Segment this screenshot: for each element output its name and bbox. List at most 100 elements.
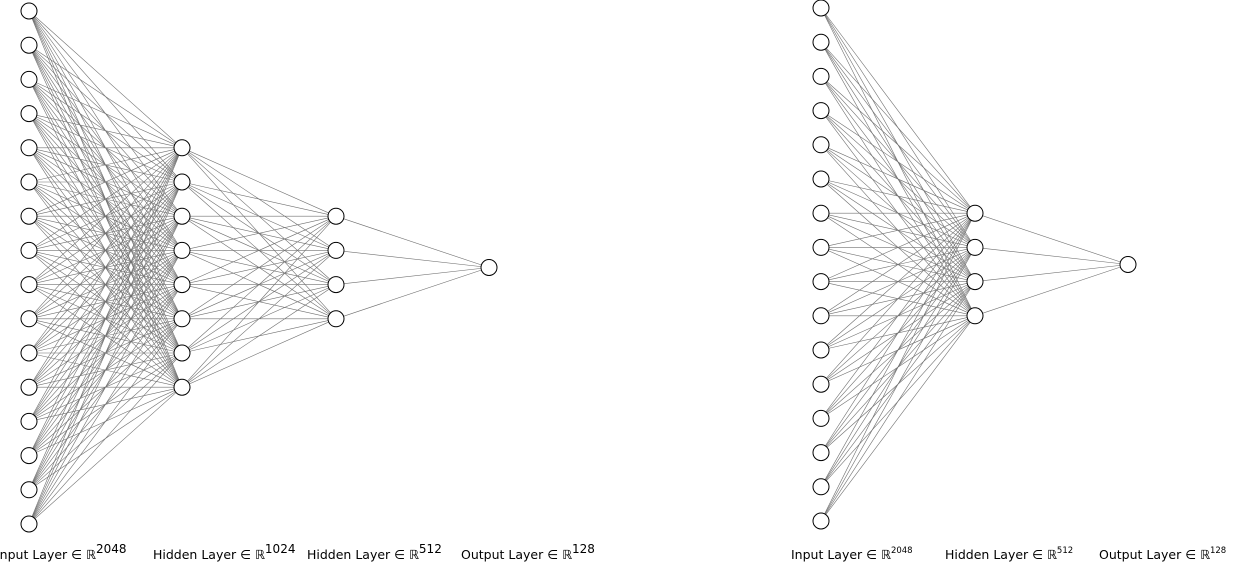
- net2-edge-l0-13-0: [820, 213, 976, 453]
- net1-edge-l1-7-3: [181, 318, 337, 388]
- net1-edge-l0-15-3: [28, 250, 183, 525]
- net1-layer2-neuron-0: [327, 207, 345, 225]
- net1-hidden-layer-2-label: Hidden Layer ∈ ℝ512: [307, 542, 442, 562]
- net2-output-layer-label: Output Layer ∈ ℝ128: [1099, 546, 1227, 562]
- net1-layer0-neuron-11: [20, 378, 38, 396]
- net1-edge-l1-7-2: [181, 284, 337, 388]
- net1-layer1-neuron-7: [173, 378, 191, 396]
- net1-edge-l0-15-7: [28, 386, 183, 525]
- net2-edge-l0-2-0: [820, 76, 976, 214]
- net2-nodes: [812, 0, 1137, 530]
- net2-layer0-neuron-1: [812, 33, 830, 51]
- net1-layer0-neuron-1: [20, 36, 38, 54]
- net1-layer1-neuron-3: [173, 241, 191, 259]
- net1-output-layer-label: Output Layer ∈ ℝ128: [461, 542, 595, 562]
- net2-layer0-neuron-2: [812, 67, 830, 85]
- net2-layer0-neuron-9: [812, 307, 830, 325]
- net2-layer1-neuron-0: [966, 204, 984, 222]
- net2-hidden-layer-label: Hidden Layer ∈ ℝ512: [945, 546, 1074, 562]
- net1-layer1-neuron-6: [173, 344, 191, 362]
- net2-layer0-neuron-10: [812, 341, 830, 359]
- net1-nodes: [20, 2, 498, 533]
- net1-edge-l0-9-0: [28, 147, 183, 320]
- net1-edge-l0-15-2: [28, 216, 183, 525]
- net2-edges: [820, 7, 1129, 522]
- net1-layer0-neuron-7: [20, 241, 38, 259]
- net1-layer1-neuron-1: [173, 173, 191, 191]
- net2-layer2-neuron-0: [1119, 256, 1137, 273]
- net1-edge-l0-12-0: [28, 147, 183, 422]
- net2-edge-l0-0-0: [820, 7, 976, 214]
- net1-hidden-layer-1-label: Hidden Layer ∈ ℝ1024: [153, 542, 296, 562]
- net1-edge-l2-1-0: [335, 250, 490, 268]
- net1-layer3-neuron-0: [480, 259, 498, 276]
- net2-edge-l0-15-2: [820, 281, 976, 522]
- net1-edge-l1-0-0: [181, 147, 337, 217]
- net2-edge-l0-7-0: [820, 212, 976, 248]
- net1-edge-l0-7-0: [28, 147, 183, 251]
- net2-layer0-neuron-0: [812, 0, 830, 17]
- net2-edge-l0-3-0: [820, 110, 976, 214]
- net2-layer0-neuron-8: [812, 273, 830, 291]
- net1-edge-l0-15-1: [28, 181, 183, 525]
- net2-edge-l1-3-0: [974, 264, 1129, 317]
- net1-edge-l0-3-0: [28, 113, 183, 149]
- net1-edge-l0-15-5: [28, 318, 183, 525]
- net1-edge-l0-15-6: [28, 352, 183, 525]
- net1-layer2-neuron-1: [327, 241, 345, 259]
- net1-edge-l0-8-0: [28, 147, 183, 285]
- net2-edge-l0-1-0: [820, 41, 976, 214]
- net1-edge-l0-15-0: [28, 147, 183, 525]
- net1-layer0-neuron-9: [20, 310, 38, 328]
- net1-layer1-neuron-4: [173, 276, 191, 294]
- net1-edge-l0-0-0: [28, 10, 183, 149]
- net1-layer0-neuron-8: [20, 276, 38, 294]
- net2-edge-l0-9-0: [820, 212, 976, 317]
- net2-layer0-neuron-15: [812, 512, 830, 530]
- net1-edge-l1-7-0: [181, 215, 337, 388]
- net1-edge-l1-5-0: [181, 215, 337, 320]
- net2-edge-l1-2-0: [974, 264, 1129, 282]
- net1-layer0-neuron-13: [20, 447, 38, 465]
- net1-edge-l1-1-0: [181, 181, 337, 217]
- net1-edge-l0-14-0: [28, 147, 183, 490]
- net2-layer1-neuron-3: [966, 307, 984, 325]
- net1-layer1-neuron-2: [173, 207, 191, 225]
- net2-edge-l0-4-0: [820, 144, 976, 214]
- net1-layer0-neuron-0: [20, 2, 38, 20]
- net1-edge-l0-11-0: [28, 147, 183, 388]
- net1-layer2-neuron-2: [327, 276, 345, 294]
- net1-layer1-neuron-0: [173, 139, 191, 157]
- net2-layer0-neuron-13: [812, 444, 830, 462]
- net2-layer0-neuron-3: [812, 102, 830, 120]
- net1-edge-l0-15-4: [28, 284, 183, 525]
- net2-edge-l0-5-0: [820, 178, 976, 214]
- net2-edge-l0-15-3: [820, 315, 976, 522]
- net1-layer0-neuron-5: [20, 173, 38, 191]
- net1-edge-l0-6-0: [28, 147, 183, 217]
- net1-layer0-neuron-6: [20, 207, 38, 225]
- net2-layer0-neuron-14: [812, 478, 830, 496]
- net1-layer0-neuron-10: [20, 344, 38, 362]
- net2-edge-l0-14-0: [820, 213, 976, 487]
- net1-layer2-neuron-3: [327, 310, 345, 328]
- net1-edge-l2-3-0: [335, 267, 490, 320]
- net2-layer0-neuron-7: [812, 238, 830, 256]
- net1-edge-l1-3-0: [181, 215, 337, 251]
- net2-layer1-neuron-1: [966, 238, 984, 256]
- net1-edge-l1-4-0: [181, 215, 337, 285]
- net2-edge-l0-12-0: [820, 213, 976, 419]
- net2-layer0-neuron-6: [812, 204, 830, 222]
- net2-edge-l0-15-1: [820, 247, 976, 522]
- net2-input-layer-label: Input Layer ∈ ℝ2048: [791, 546, 913, 562]
- net1-layer0-neuron-4: [20, 139, 38, 157]
- net1-edge-l0-5-0: [28, 147, 183, 183]
- net2-edge-l1-0-0: [974, 212, 1129, 265]
- net1-layer0-neuron-12: [20, 412, 38, 430]
- net1-layer0-neuron-3: [20, 105, 38, 123]
- net1-edge-l0-13-0: [28, 147, 183, 456]
- net2-edge-l1-1-0: [974, 247, 1129, 265]
- net1-input-layer-label: Input Layer ∈ ℝ2048: [0, 542, 127, 562]
- net2-layer0-neuron-12: [812, 409, 830, 427]
